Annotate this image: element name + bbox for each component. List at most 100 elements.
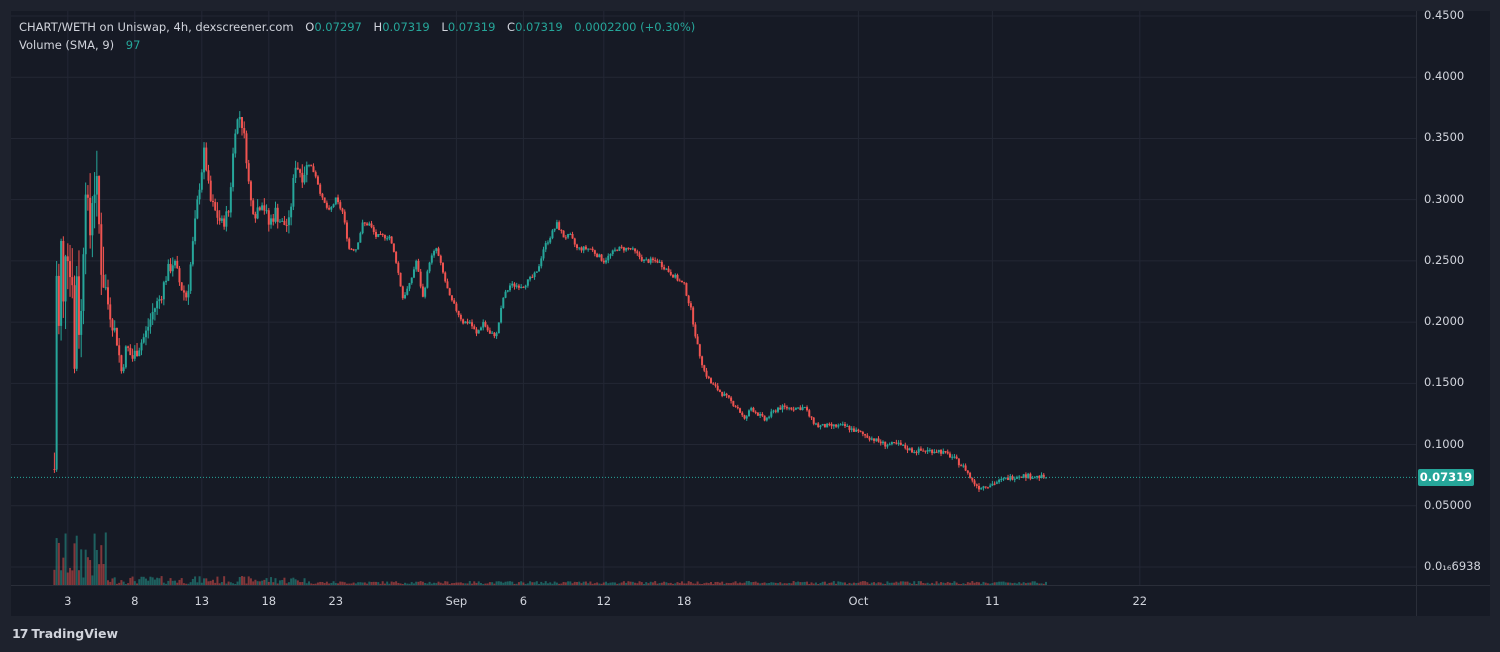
volume-bar [663, 581, 666, 585]
volume-bar [870, 582, 873, 585]
candle-body [513, 283, 516, 287]
volume-bar [200, 582, 203, 585]
volume-bar [1020, 583, 1023, 585]
volume-bar [86, 557, 89, 585]
candle-body [645, 259, 648, 261]
candle-body [453, 300, 456, 304]
candle-body [721, 391, 724, 396]
tradingview-logo[interactable]: 17 TradingView [12, 626, 118, 641]
volume-bar [567, 581, 570, 585]
candle-body [828, 423, 831, 425]
volume-bar [278, 580, 281, 585]
candle-body [667, 268, 670, 272]
volume-bar [205, 578, 208, 585]
volume-bar [270, 577, 273, 585]
candle-body [111, 319, 114, 331]
volume-bar [129, 577, 132, 585]
candle-body [207, 170, 210, 181]
volume-bar [84, 549, 87, 585]
symbol-title[interactable]: CHART/WETH on Uniswap, 4h, dexscreener.c… [19, 20, 294, 34]
candle-body [151, 311, 154, 320]
candle-body [627, 247, 630, 249]
candle-body [1020, 476, 1023, 478]
candle-body [337, 197, 340, 203]
volume-bar [343, 582, 346, 585]
volume-bar [734, 581, 737, 585]
candle-body [951, 456, 954, 458]
candle-body [846, 425, 849, 427]
volume-bar [165, 583, 168, 585]
candle-body [55, 275, 58, 470]
candle-body [904, 444, 907, 449]
volume-bar [622, 581, 625, 585]
candle-body [383, 235, 386, 239]
volume-bar [564, 582, 567, 585]
volume-bar [323, 583, 326, 585]
volume-bar [339, 581, 342, 585]
volume-bar [1013, 582, 1016, 585]
candle-body [281, 220, 284, 222]
volume-bar [366, 583, 369, 585]
volume-bar [272, 582, 275, 585]
volume-bar [942, 582, 945, 585]
candle-body [520, 286, 523, 288]
volume-bar [727, 583, 730, 585]
price-axis[interactable] [1416, 11, 1490, 585]
current-price-tag: 0.07319 [1418, 469, 1474, 487]
volume-bar [888, 582, 891, 585]
volume-bar [1011, 583, 1014, 585]
candle-body [339, 202, 342, 209]
candle-body [450, 295, 453, 301]
candle-body [680, 280, 683, 283]
price-tick-label: 0.0₁₆6938 [1424, 559, 1481, 573]
volume-bar [236, 581, 239, 585]
time-axis[interactable] [11, 585, 1416, 616]
candle-body [118, 345, 121, 356]
volume-bar [397, 582, 400, 585]
candle-body [855, 429, 858, 432]
volume-bar [290, 578, 293, 585]
volume-bar [410, 582, 413, 585]
candle-body [602, 260, 605, 263]
candle-body [283, 220, 286, 225]
candle-body [102, 274, 105, 288]
volume-bar [513, 583, 516, 585]
candle-body [466, 321, 469, 324]
volume-value: 97 [125, 38, 141, 52]
candle-body [404, 294, 407, 299]
candle-body [95, 176, 98, 195]
candle-body [517, 285, 520, 288]
candle-body [263, 205, 266, 211]
volume-label[interactable]: Volume (SMA, 9) [19, 38, 115, 52]
volume-bar [334, 583, 337, 585]
volume-bar [361, 582, 364, 585]
volume-bar [569, 581, 572, 585]
price-plot-area[interactable] [11, 11, 1416, 585]
candle-body [341, 208, 344, 212]
candle-body [875, 438, 878, 441]
candle-body [944, 451, 947, 453]
volume-bar [218, 583, 221, 585]
candle-body [533, 272, 536, 278]
candle-body [663, 267, 666, 270]
volume-bar [104, 532, 107, 585]
volume-bar [182, 583, 185, 585]
volume-bar [144, 578, 147, 585]
candle-body [379, 234, 382, 236]
candle-body [113, 327, 116, 331]
volume-bar [292, 577, 295, 585]
candle-body [969, 472, 972, 478]
volume-bar [256, 581, 259, 585]
candle-body [770, 411, 773, 417]
price-tick-label: 0.4500 [1424, 8, 1465, 22]
candle-body [832, 424, 835, 427]
volume-bar [234, 583, 237, 585]
candle-body [562, 230, 565, 238]
volume-bar [526, 583, 529, 585]
candle-body [926, 450, 929, 452]
candle-body [435, 248, 438, 251]
candle-body [631, 248, 634, 250]
volume-bar [147, 580, 150, 585]
volume-bar [301, 582, 304, 585]
